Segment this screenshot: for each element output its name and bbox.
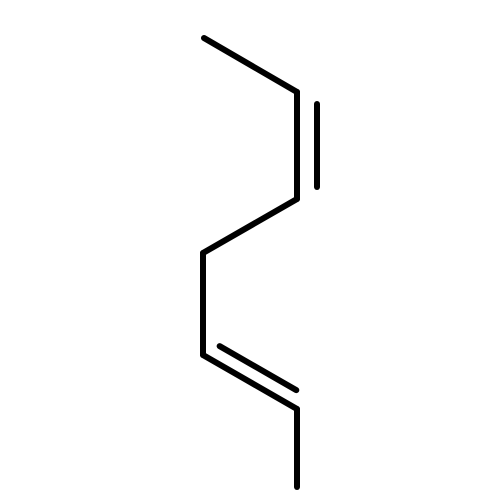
- bond-line: [204, 38, 297, 92]
- bond-line: [203, 199, 297, 253]
- molecule-diagram: [0, 0, 500, 500]
